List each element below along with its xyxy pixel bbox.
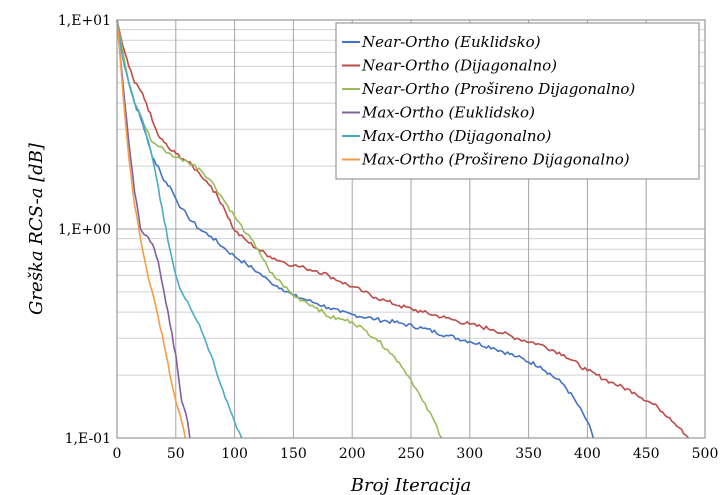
series-line-5 (116, 19, 243, 439)
x-tick-label: 100 (221, 446, 248, 462)
x-tick-labels: 0 50 100 150 200 250 300 350 400 450 500 (113, 446, 719, 462)
x-axis-title: Broj Iteracija (350, 475, 471, 495)
x-tick-label: 450 (633, 446, 660, 462)
series-line-2 (116, 19, 690, 439)
legend-label: Max-Ortho (Prošireno Dijagonalno) (361, 151, 630, 169)
x-tick-label: 0 (113, 446, 122, 462)
series-line-3 (116, 19, 443, 439)
x-tick-label: 50 (167, 446, 185, 462)
legend-label: Near-Ortho (Dijagonalno) (361, 57, 557, 75)
legend-label: Near-Ortho (Euklidsko) (361, 33, 541, 51)
x-tick-label: 150 (280, 446, 307, 462)
x-tick-label: 350 (515, 446, 542, 462)
y-tick-label: 1,E+01 (58, 13, 111, 29)
legend-box (335, 22, 700, 180)
x-tick-label: 300 (456, 446, 483, 462)
series-line-1 (116, 19, 595, 439)
y-tick-labels: 1,E-01 1,E+00 1,E+01 (58, 13, 111, 447)
legend: Near-Ortho (Euklidsko) Near-Ortho (Dijago… (335, 22, 700, 180)
x-tick-label: 250 (398, 446, 425, 462)
plot-frame (116, 19, 706, 439)
x-tick-label: 500 (692, 446, 719, 462)
y-tick-label: 1,E-01 (65, 431, 111, 447)
series-line-4 (116, 19, 191, 439)
series-line-6 (116, 19, 186, 439)
series-layer (116, 19, 690, 439)
legend-label: Max-Ortho (Euklidsko) (361, 104, 535, 122)
legend-label: Max-Ortho (Dijagonalno) (361, 127, 552, 145)
x-tick-label: 200 (339, 446, 366, 462)
legend-label: Near-Ortho (Prošireno Dijagonalno) (361, 80, 635, 98)
y-tick-label: 1,E+00 (58, 222, 111, 238)
y-axis-title: Greška RCS-a [dB] (26, 142, 47, 315)
x-tick-label: 400 (574, 446, 601, 462)
